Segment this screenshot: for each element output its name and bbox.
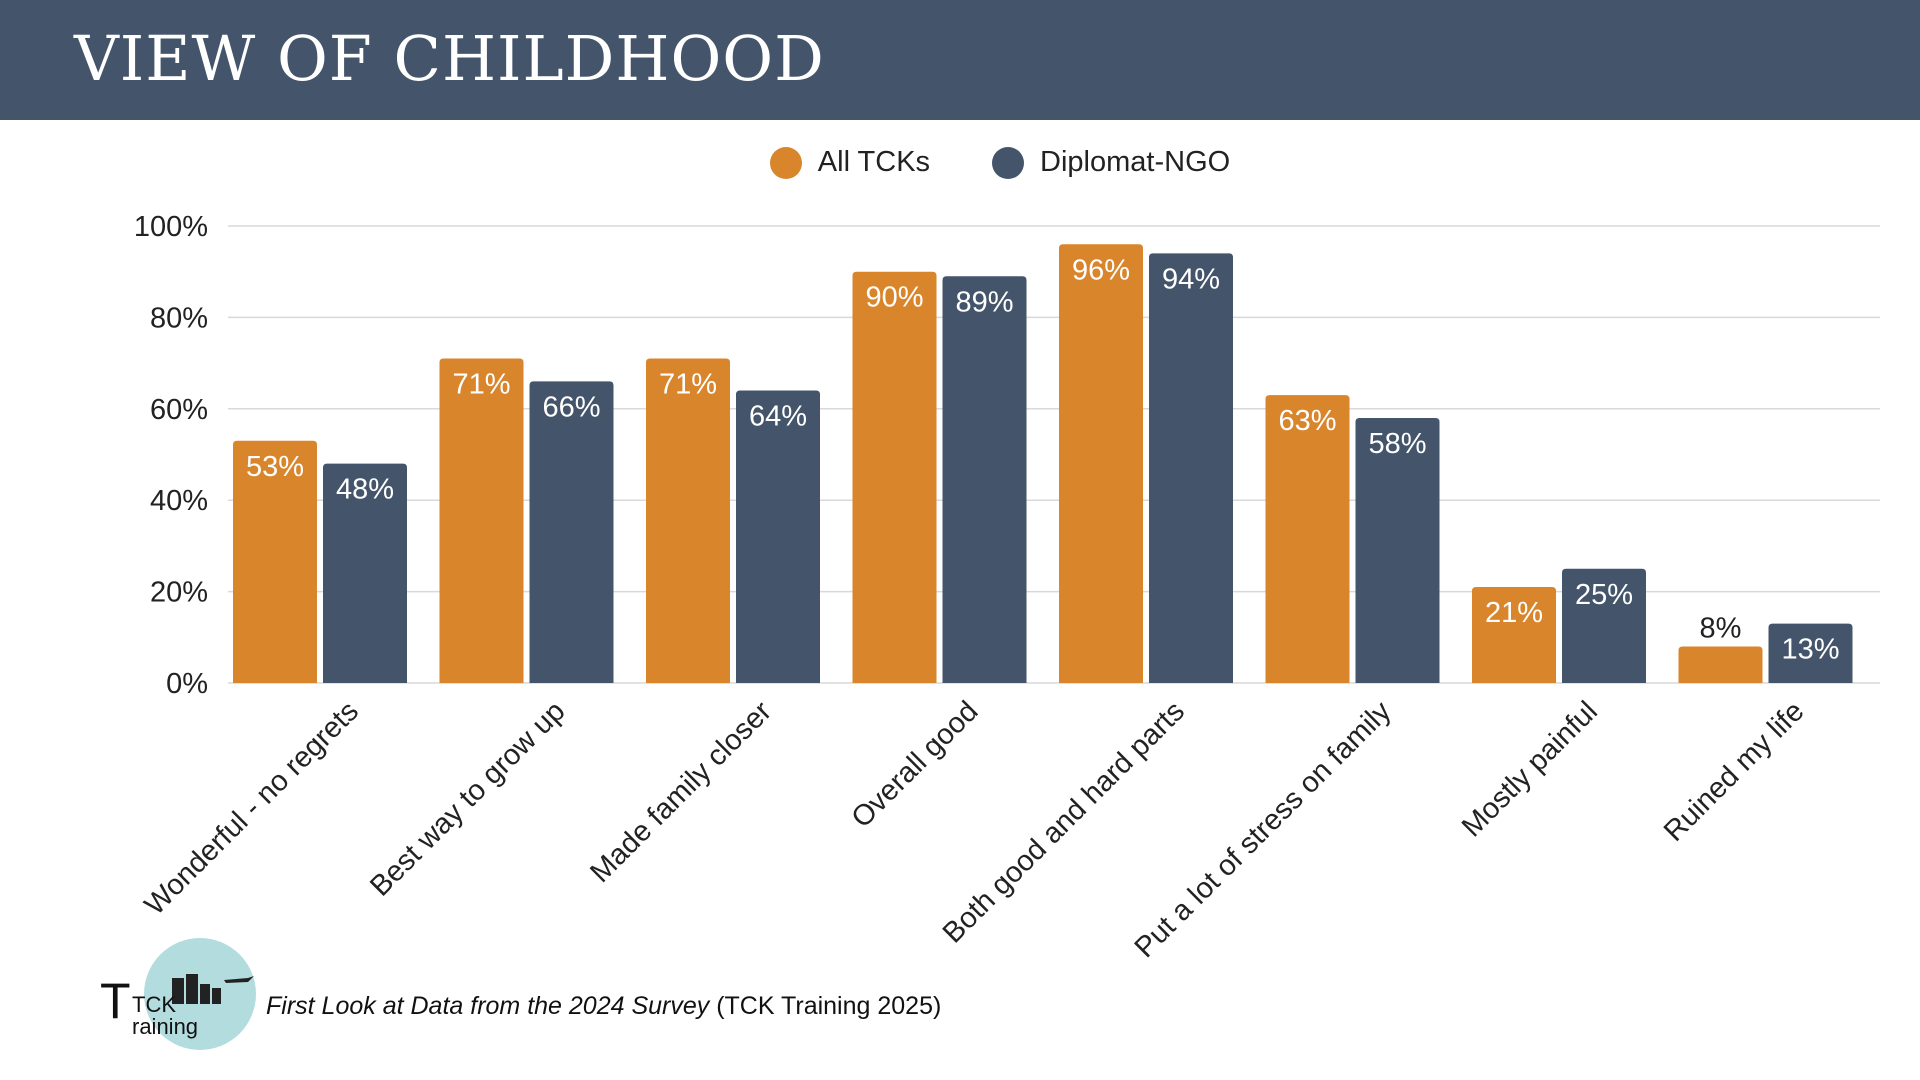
bar bbox=[1149, 253, 1233, 684]
y-tick-label: 20% bbox=[150, 577, 208, 609]
y-tick-label: 80% bbox=[150, 302, 208, 334]
bar bbox=[439, 358, 524, 683]
bar bbox=[942, 276, 1027, 683]
data-label: 94% bbox=[1162, 263, 1220, 295]
bar bbox=[1265, 395, 1350, 683]
source-rest: (TCK Training 2025) bbox=[709, 992, 942, 1020]
data-label: 89% bbox=[955, 286, 1013, 318]
legend-label-diplomat-ngo: Diplomat-NGO bbox=[1040, 146, 1231, 178]
x-tick-label: Mostly painful bbox=[1456, 695, 1604, 843]
legend-swatch-all-tcks bbox=[769, 146, 802, 179]
data-label: 64% bbox=[749, 401, 807, 433]
legend-swatch-diplomat-ngo bbox=[992, 146, 1025, 179]
data-label: 71% bbox=[452, 369, 510, 401]
logo-figure bbox=[186, 974, 198, 1004]
bar bbox=[1768, 623, 1853, 683]
data-label: 58% bbox=[1368, 428, 1426, 460]
y-tick-label: 60% bbox=[150, 394, 208, 426]
data-label: 71% bbox=[659, 369, 717, 401]
data-label: 48% bbox=[336, 474, 394, 506]
data-label: 13% bbox=[1781, 634, 1839, 666]
data-label: 66% bbox=[542, 391, 600, 423]
bar bbox=[736, 390, 820, 683]
logo-figure bbox=[172, 978, 184, 1004]
y-tick-label: 100% bbox=[134, 211, 208, 243]
chart-legend: All TCKs Diplomat-NGO bbox=[0, 146, 1920, 179]
data-label: 96% bbox=[1072, 254, 1130, 286]
logo-t-letter: T bbox=[100, 973, 131, 1029]
legend-item-diplomat-ngo: Diplomat-NGO bbox=[992, 146, 1230, 179]
y-tick-label: 0% bbox=[166, 668, 208, 700]
data-label: 53% bbox=[246, 451, 304, 483]
bar bbox=[1562, 568, 1646, 683]
data-label: 90% bbox=[865, 282, 923, 314]
source-note: First Look at Data from the 2024 Survey … bbox=[266, 992, 941, 1021]
logo-figure bbox=[200, 984, 210, 1004]
legend-item-all-tcks: All TCKs bbox=[769, 146, 931, 179]
bar bbox=[852, 271, 937, 683]
tck-training-logo: T TCK raining bbox=[100, 938, 256, 1050]
bar bbox=[323, 463, 407, 683]
airplane-icon bbox=[224, 976, 254, 983]
x-tick-label: Wonderful - no regrets bbox=[139, 695, 365, 921]
source-italic: First Look at Data from the 2024 Survey bbox=[266, 992, 710, 1020]
data-label: 63% bbox=[1278, 405, 1336, 437]
legend-label-all-tcks: All TCKs bbox=[817, 146, 931, 178]
bar bbox=[1059, 244, 1143, 683]
logo-figure bbox=[212, 988, 221, 1004]
logo-text-training: raining bbox=[132, 1014, 198, 1039]
bar bbox=[233, 440, 317, 683]
bar bbox=[1355, 417, 1440, 683]
bar bbox=[646, 358, 730, 683]
page-title: VIEW OF CHILDHOOD bbox=[74, 22, 825, 95]
bar-chart: 0% 20% 40% 60% 80% 100% 53% 48% Wonderful - no r… bbox=[134, 211, 1880, 964]
bar bbox=[529, 381, 614, 683]
x-tick-label: Ruined my life bbox=[1658, 695, 1811, 848]
x-tick-label: Overall good bbox=[846, 695, 985, 834]
x-tick-label: Best way to grow up bbox=[364, 695, 571, 902]
x-tick-label: Both good and hard parts bbox=[937, 695, 1191, 949]
logo-text-tck: TCK bbox=[132, 992, 176, 1017]
data-label: 8% bbox=[1700, 612, 1742, 644]
data-label: 21% bbox=[1485, 597, 1543, 629]
bar bbox=[1472, 587, 1556, 683]
title-bar: VIEW OF CHILDHOOD bbox=[0, 0, 1920, 120]
y-tick-label: 40% bbox=[150, 485, 208, 517]
bar bbox=[1678, 646, 1763, 683]
data-label: 25% bbox=[1575, 579, 1633, 611]
x-tick-label: Made family closer bbox=[584, 695, 778, 889]
